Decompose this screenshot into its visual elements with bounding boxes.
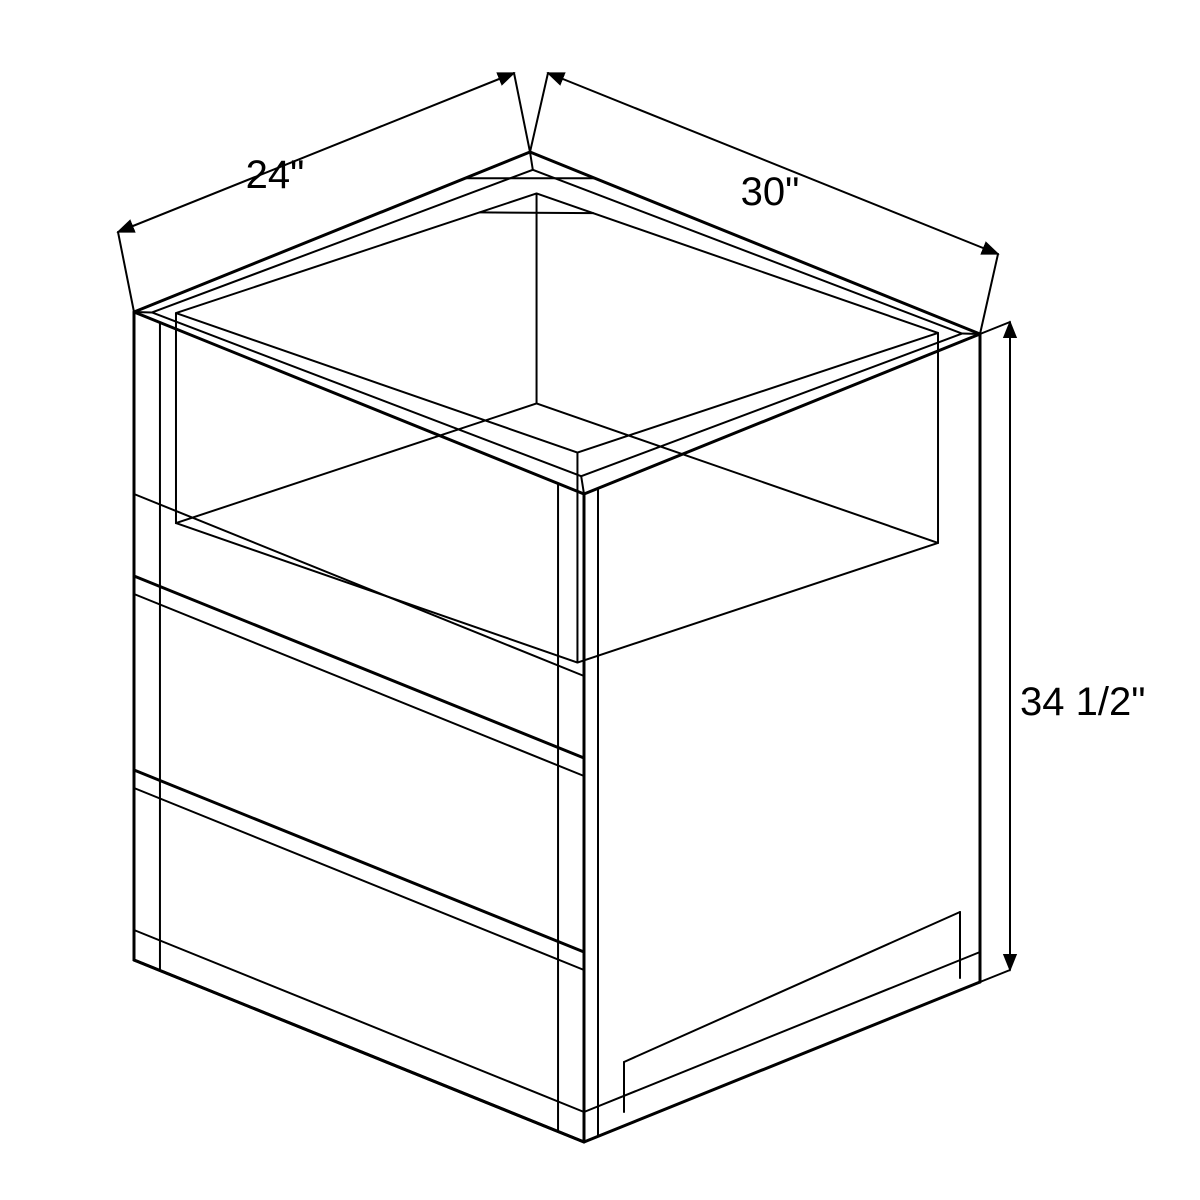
dim-width-label: 30" (741, 170, 800, 214)
dim-depth-label: 24" (246, 153, 305, 197)
dim-height-label: 34 1/2" (1020, 680, 1145, 724)
cabinet-diagram: 24" 30" 34 1/2" (0, 0, 1200, 1200)
